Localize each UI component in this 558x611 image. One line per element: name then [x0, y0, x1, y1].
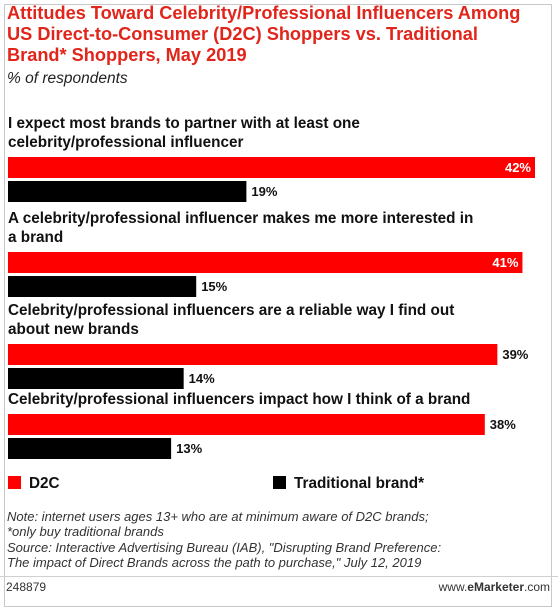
note-line: Note: internet users ages 13+ who are at…: [7, 509, 429, 524]
d2c-bar: [8, 157, 535, 178]
source-line: Source: Interactive Advertising Bureau (…: [7, 539, 442, 555]
legend-label-d2c: D2C: [29, 475, 60, 492]
legend-label-traditional: Traditional brand*: [294, 475, 424, 492]
traditional-value-label: 15%: [201, 279, 227, 294]
d2c-bar: [8, 344, 498, 365]
category-label: A celebrity/professional influencer make…: [8, 210, 473, 227]
d2c-value-label: 41%: [492, 255, 518, 270]
chart-title: Attitudes Toward Celebrity/Professional …: [7, 3, 521, 65]
traditional-value-label: 19%: [251, 184, 277, 199]
source-line: The impact of Direct Brands across the p…: [7, 554, 422, 570]
category-label: about new brands: [8, 321, 139, 338]
d2c-value-label: 38%: [490, 417, 516, 432]
chart-frame: [4, 4, 552, 607]
traditional-value-label: 13%: [176, 441, 202, 456]
footer-divider: [0, 576, 558, 577]
brand-prefix: www.: [438, 580, 468, 594]
category-label: Celebrity/professional influencers are a…: [8, 302, 454, 319]
brand-suffix: .com: [523, 580, 550, 594]
brand-credit: www.eMarketer.com: [439, 580, 550, 594]
traditional-bar: [8, 276, 197, 297]
traditional-value-label: 14%: [189, 371, 215, 386]
chart-id: 248879: [6, 580, 47, 594]
category-label: I expect most brands to partner with at …: [8, 115, 360, 132]
category-label: a brand: [8, 229, 63, 246]
category-label: Celebrity/professional influencers impac…: [8, 391, 470, 408]
d2c-bar: [8, 252, 523, 273]
traditional-bar: [8, 438, 172, 459]
chart-subtitle: % of respondents: [7, 70, 128, 87]
d2c-bar: [8, 414, 485, 435]
traditional-bar: [8, 181, 247, 202]
note-line: *only buy traditional brands: [7, 524, 164, 540]
traditional-bar: [8, 368, 184, 389]
d2c-value-label: 39%: [502, 347, 528, 362]
legend-swatch-d2c: [8, 476, 21, 489]
legend-swatch-traditional: [273, 476, 286, 489]
category-label: celebrity/professional influencer: [8, 134, 244, 151]
chart-notes: Note: internet users ages 13+ who are at…: [7, 509, 545, 570]
brand-name: eMarketer: [467, 580, 524, 594]
d2c-value-label: 42%: [505, 160, 531, 175]
